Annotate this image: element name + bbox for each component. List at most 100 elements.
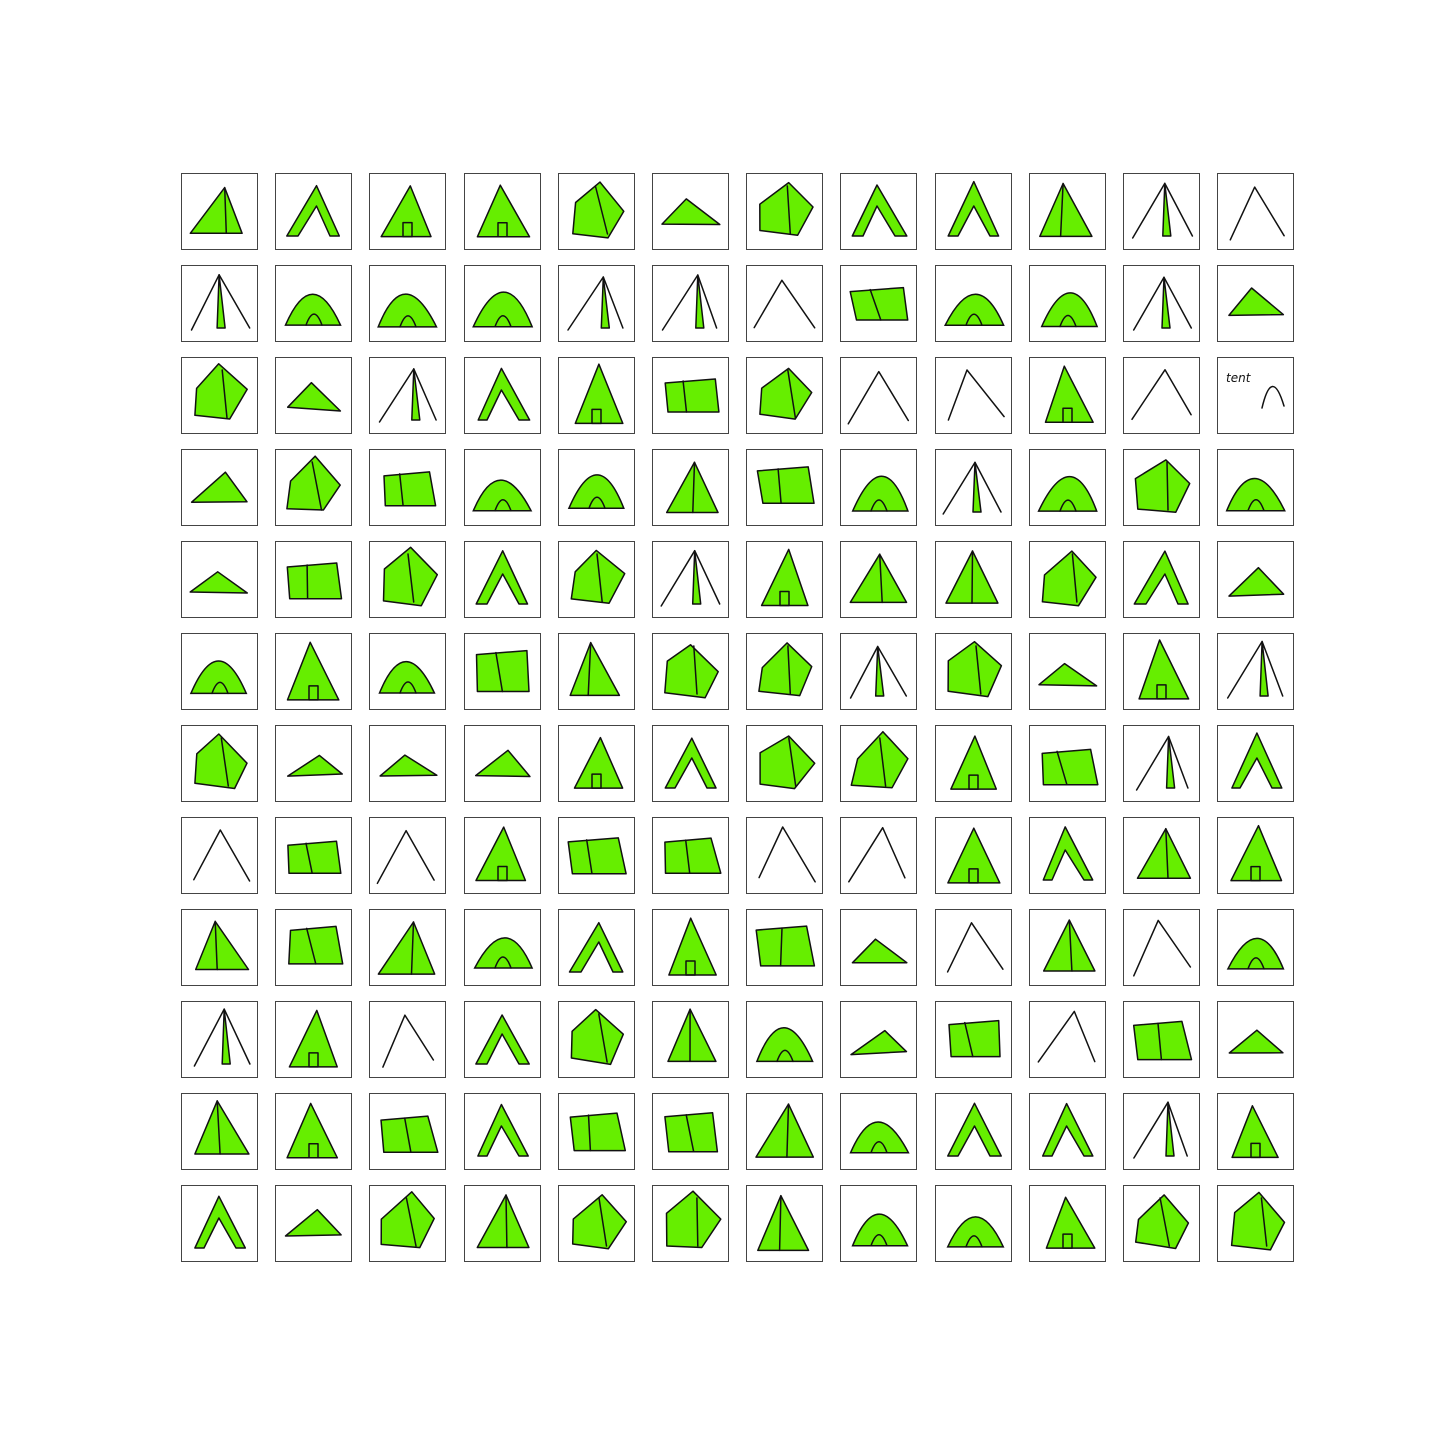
sketch-cell: [1028, 1001, 1106, 1078]
tent-body: [287, 840, 342, 875]
tent-door: [591, 773, 602, 789]
sketch-cell: [1028, 541, 1106, 618]
tent-body: [569, 1112, 626, 1152]
tent-sketch-icon: [570, 1008, 624, 1066]
tent-body: [1231, 732, 1283, 789]
tent-sketch-icon: [476, 1103, 529, 1157]
tent-body: [1230, 824, 1283, 882]
tent-sketch-icon: [664, 837, 722, 874]
tent-body: [755, 925, 816, 967]
tent-pole: [1165, 827, 1169, 879]
tent-sketch-icon: [1231, 1191, 1286, 1251]
tent-body: [286, 184, 341, 237]
sketch-cell: [840, 541, 918, 618]
tent-outline: [946, 922, 1004, 973]
sketch-cell: [557, 1185, 635, 1262]
sketch-cell: [652, 1093, 729, 1170]
tent-seam: [596, 553, 603, 603]
sketch-cell: [840, 725, 918, 802]
sketch-cell: [369, 633, 447, 710]
sketch-cell: [1217, 909, 1295, 986]
sketch-cell: [181, 1001, 258, 1078]
sketch-cell: [1123, 725, 1200, 802]
tent-body: [664, 837, 722, 874]
tent-seam: [494, 651, 503, 693]
sketch-cell: [463, 633, 541, 710]
sketch-cell: [181, 1093, 258, 1170]
tent-sketch-icon: [852, 938, 908, 964]
tent-body: [851, 184, 908, 237]
tent-sketch-icon: [473, 937, 533, 969]
sketch-cell: [557, 173, 635, 250]
tent-seam: [1056, 750, 1068, 786]
tent-sketch-icon: [378, 661, 436, 694]
tent-body: [194, 920, 250, 971]
tent-sketch-icon: [1226, 937, 1285, 970]
sketch-cell: [181, 909, 258, 986]
tent-sketch-icon: [668, 917, 717, 976]
sketch-cell: [840, 817, 918, 894]
tent-seam: [220, 737, 230, 787]
sketch-cell: [557, 449, 635, 526]
sketch-cell: [369, 265, 447, 342]
tent-body: [383, 471, 437, 507]
tent-seam: [780, 927, 783, 967]
tent-body: [474, 749, 531, 778]
tent-sketch-icon: [1038, 182, 1093, 238]
tent-body: [1134, 459, 1191, 513]
tent-sketch-icon: [1134, 1194, 1190, 1250]
tent-sketch-icon: [383, 471, 437, 507]
tent-sketch-icon: [476, 184, 530, 238]
tent-sketch-icon: [193, 829, 251, 882]
tent-body: [570, 549, 626, 604]
tent-sketch-icon: [947, 180, 999, 237]
tent-flap: [1165, 1101, 1175, 1157]
tent-sketch-icon: [759, 181, 814, 237]
tent-pole: [504, 1194, 508, 1249]
tent-sketch-icon: [946, 1102, 1002, 1157]
tent-outline: [379, 368, 438, 423]
tent-outline: [567, 276, 624, 331]
tent-door: [870, 1233, 889, 1247]
sketch-cell: [275, 725, 353, 802]
tent-outline: [1227, 640, 1284, 699]
tent-body: [661, 198, 721, 226]
sketch-cell: [1028, 909, 1106, 986]
tent-sketch-icon: [667, 1008, 717, 1063]
tent-sketch-icon: [753, 279, 816, 329]
tent-door: [870, 499, 889, 512]
tent-dome: [567, 474, 625, 510]
sketch-cell: [1123, 449, 1200, 526]
tent-outline: [1131, 369, 1192, 421]
tent-sketch-icon: [193, 1008, 251, 1067]
tent-body: [1042, 826, 1094, 881]
tent-body: [1138, 639, 1190, 700]
sketch-cell: [934, 173, 1012, 250]
tent-body: [1136, 827, 1192, 879]
tent-body: [287, 381, 342, 412]
tent-sketch-icon: [947, 369, 1005, 421]
tent-body: [380, 185, 433, 238]
tent-flap: [600, 276, 610, 329]
tent-sketch-icon: [567, 474, 625, 510]
sketch-cell: [652, 1185, 729, 1262]
tent-sketch-icon: [756, 466, 815, 505]
tent-flap: [1161, 276, 1171, 329]
tent-body: [756, 466, 815, 505]
tent-door: [964, 1235, 983, 1248]
tent-door: [964, 313, 983, 326]
tent-sketch-icon: [850, 730, 910, 789]
tent-sketch-icon: [287, 840, 342, 875]
tent-dome: [946, 1216, 1005, 1248]
tent-sketch-icon: [574, 363, 624, 425]
tent-body: [850, 730, 910, 789]
sketch-cell: [275, 541, 353, 618]
tent-body: [286, 1102, 339, 1159]
tent-sketch-icon: [661, 274, 718, 331]
tent-seam: [685, 1114, 695, 1153]
tent-door: [399, 315, 418, 328]
tent-pole: [692, 461, 696, 514]
tent-dome: [851, 475, 910, 512]
sketch-cell: [1217, 817, 1295, 894]
sketch-cell: [181, 265, 258, 342]
